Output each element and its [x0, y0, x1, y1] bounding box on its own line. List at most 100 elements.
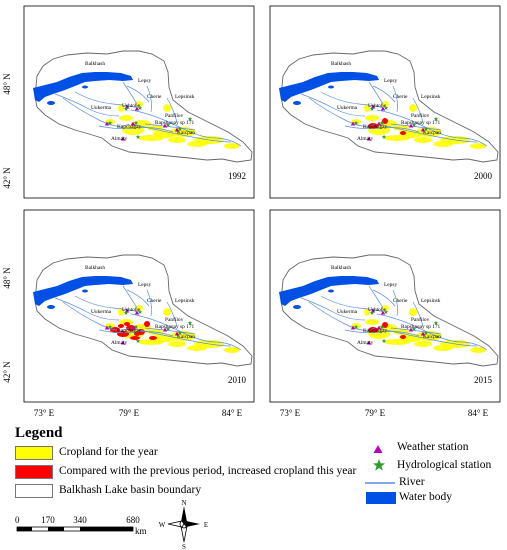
river-line — [54, 297, 120, 321]
compass-rose-icon: N S W E — [159, 499, 208, 550]
water-body — [82, 85, 88, 89]
weather-station-icon — [376, 121, 382, 126]
water-body — [293, 305, 301, 309]
cropland-patch — [163, 104, 171, 112]
lat-label-42: 42° N — [2, 167, 12, 189]
place-label-ushtobe: Ushtobe — [368, 103, 387, 109]
weather-station-icon — [162, 327, 168, 332]
cropland-patch — [414, 341, 432, 347]
place-label-cherie: Cherie — [147, 298, 162, 304]
lat-label-48: 48° N — [2, 267, 12, 289]
place-label-kapchagay: Kapchagay — [363, 328, 388, 334]
river-line — [308, 97, 376, 127]
place-label-ukerma: Uukerma — [337, 309, 358, 315]
cropland-patch — [381, 101, 389, 107]
weather-station-icon — [162, 123, 168, 128]
hydrological-station-icon — [137, 105, 143, 110]
compass-s: S — [182, 543, 186, 550]
hydrological-station-icon — [165, 326, 171, 331]
hydrological-station-icon — [123, 310, 129, 315]
hydrological-station-icon — [353, 324, 359, 329]
weather-station-icon — [380, 106, 386, 111]
hydrological-station-icon — [381, 134, 387, 139]
weather-station-icon — [134, 106, 140, 111]
water-body-swatch — [366, 492, 396, 504]
weather-station-icon — [366, 340, 372, 345]
cropland-patch — [118, 308, 124, 316]
river-line — [320, 91, 384, 109]
river-line — [122, 81, 138, 105]
panel-year: 2010 — [228, 375, 247, 385]
water-body — [47, 101, 55, 105]
cropland-patch — [138, 135, 164, 141]
river-line — [376, 109, 488, 147]
river-line — [300, 297, 366, 321]
weather-station-icon — [120, 136, 126, 141]
cropland-patch — [384, 339, 410, 345]
hydrological-station-icon — [383, 309, 389, 314]
cropland-patch — [163, 308, 171, 316]
cropland-patch — [364, 308, 370, 316]
cropland-patch — [433, 345, 453, 351]
place-label-panfilov: Panfilov — [411, 112, 430, 119]
panel-year: 2015 — [474, 375, 493, 385]
increased-cropland-patch — [368, 123, 378, 129]
place-label-balkhash: Balkhash — [85, 61, 105, 67]
map-panel-1992: Balkhash Lepsy Ushtobe Cherie Lepsinsk Uukerm… — [23, 5, 255, 199]
legend-boundary-label: Balkhash Lake basin boundary — [59, 484, 202, 496]
river-line — [166, 301, 178, 327]
cropland-patch — [168, 341, 186, 347]
lon-label: 84° E — [222, 408, 243, 418]
place-label-cherie: Cherie — [393, 298, 408, 304]
basin-map: Balkhash Lepsy Ushtobe Cherie Lepsinsk Uukerm… — [279, 50, 499, 163]
river-line — [144, 327, 196, 335]
river-line-icon — [365, 482, 395, 484]
weather-station-icon — [408, 327, 414, 332]
hydrological-station-icon — [135, 338, 141, 343]
place-label-kaicpan: Kaicpan — [423, 130, 441, 136]
hydrological-station-icon — [177, 330, 183, 335]
hydrological-station-icon — [433, 320, 439, 325]
river-line — [368, 81, 384, 105]
weather-station-icon — [373, 445, 383, 453]
place-label-panfilov: Panfilov — [165, 316, 184, 323]
increased-cropland-patch — [400, 335, 406, 339]
legend-cropland-label: Cropland for the year — [59, 446, 158, 458]
hydrological-station-icon — [135, 134, 141, 139]
place-label-ushtobe: Ushtobe — [368, 307, 387, 313]
weather-station-icon — [408, 123, 414, 128]
place-label-cherie: Cherie — [147, 94, 162, 100]
hydrological-station-icon — [133, 120, 139, 125]
hydrological-station-icon — [383, 105, 389, 110]
increased-cropland-patch — [149, 336, 157, 340]
hydrological-station-icon — [411, 326, 417, 331]
cropland-patch — [384, 135, 410, 141]
lake-balkhash — [33, 276, 133, 306]
place-label-lepsinsk: Lepsinsk — [421, 298, 441, 304]
lon-label: 79° E — [119, 408, 140, 418]
river-line — [300, 93, 366, 117]
place-label-almaty: Almaty — [357, 136, 373, 142]
river-line — [74, 91, 138, 109]
basin-map: Balkhash Lepsy Ushtobe Cherie Lepsinsk Uukerm… — [279, 254, 499, 367]
place-label-balkhash: Balkhash — [331, 61, 351, 67]
increased-cropland-patch — [368, 327, 378, 333]
hydrological-station-icon — [369, 106, 375, 111]
place-label-lepsy: Lepsy — [384, 78, 397, 84]
hydrological-station-icon — [411, 122, 417, 127]
place-label-lepsinsk: Lepsinsk — [175, 94, 195, 100]
place-label-lepsy: Lepsy — [138, 282, 151, 288]
basin-map: Balkhash Lepsy Ushtobe Cherie Lepsinsk Uukerm… — [33, 50, 253, 163]
water-body — [328, 85, 334, 89]
place-label-kapchagay: Kapchagay — [117, 328, 142, 334]
river-line — [376, 313, 488, 351]
river-line — [390, 123, 442, 131]
hydrological-station-icon — [177, 126, 183, 131]
place-label-rapshaqay: Rapshaqay sp 171 — [401, 324, 441, 330]
lat-label-42: 42° N — [2, 361, 12, 383]
river-line — [122, 285, 138, 309]
place-label-rapshaqay: Rapshaqay sp 171 — [155, 120, 195, 126]
river-line — [98, 125, 174, 133]
legend-river-label: River — [399, 476, 425, 488]
lon-label: 73° E — [280, 408, 301, 418]
